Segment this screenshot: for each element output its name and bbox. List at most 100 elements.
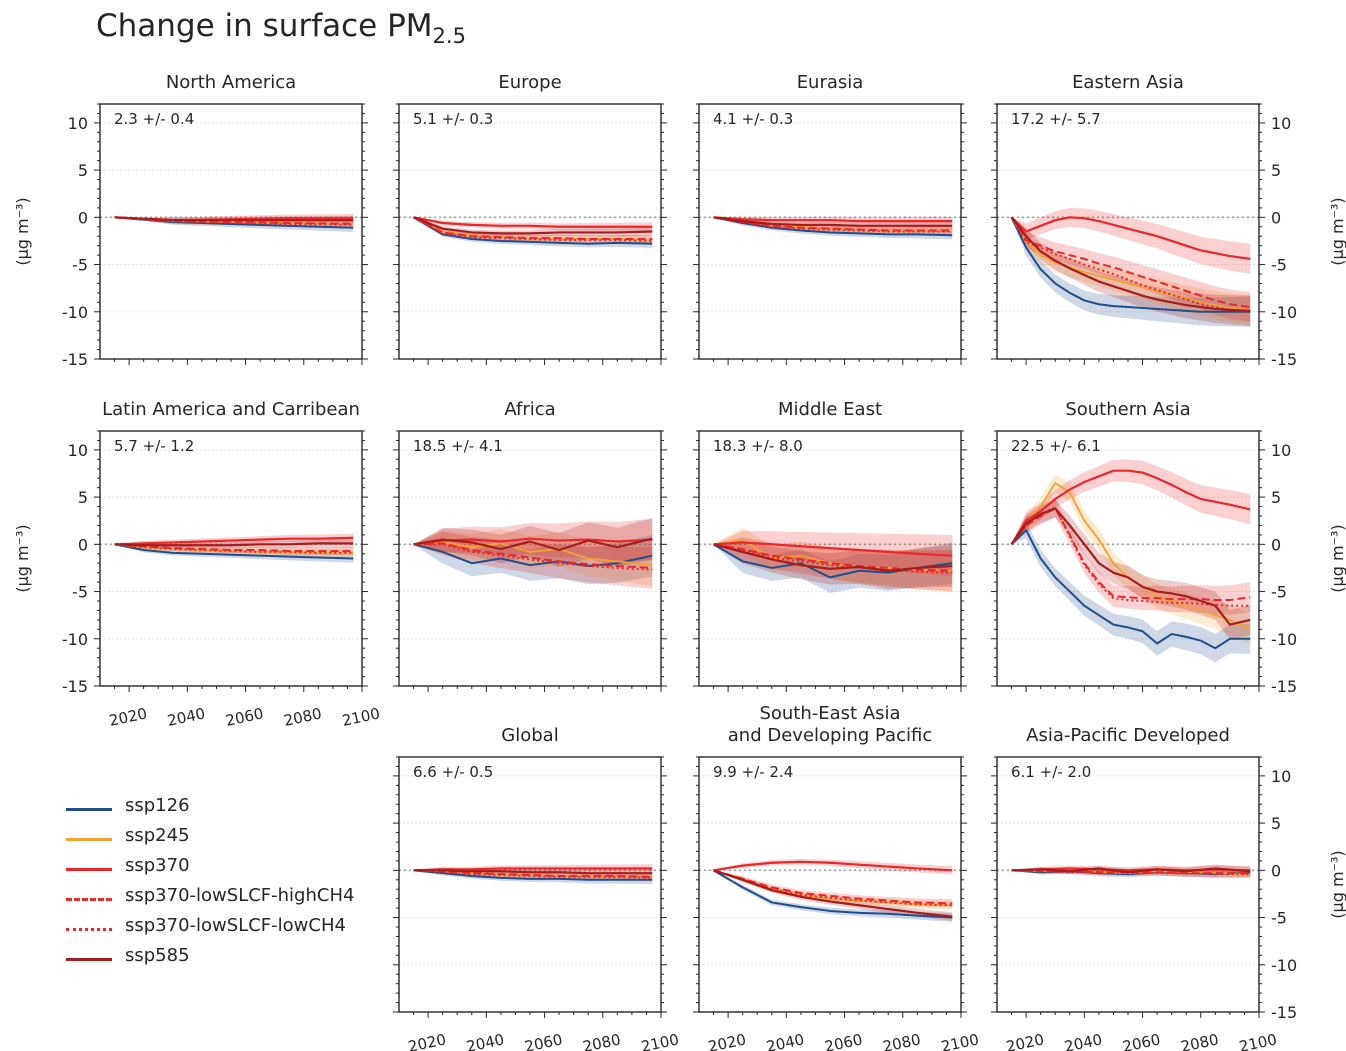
xtick-label: 2060 (224, 704, 265, 730)
band-ssp245 (1011, 473, 1251, 645)
panel-north-america: 10 5 0 -5 -10 -15 (µg m⁻³) North America 2.3 +/-… (13, 72, 368, 369)
ytick-label: 10 (1271, 767, 1291, 786)
y-axis-label: (µg m⁻³) (13, 197, 32, 265)
series-ssp585 (114, 542, 354, 547)
xtick-label: 2100 (1237, 1030, 1278, 1051)
ytick-label: -5 (1271, 583, 1287, 602)
series-ssp370 (1010, 216, 1251, 260)
series-ssp370-lowSLCF-lowCH4 (1010, 506, 1251, 607)
series-ssp126 (1010, 216, 1251, 313)
legend-label: ssp585 (125, 945, 190, 966)
panel-global: 2020 2040 2060 2080 2100 Global 6.6 +/- 0.5 (393, 725, 681, 1051)
series-ssp370 (713, 216, 953, 223)
series-ssp370 (713, 860, 953, 872)
panel-asia-pacific-developed: 10 5 0 -5 -10 -15 (µg m⁻³) 2020 2040 2060 2080 2100… (991, 725, 1346, 1051)
series-ssp126 (413, 216, 653, 245)
series-ssp126 (713, 869, 953, 919)
series-ssp370 (413, 867, 653, 872)
ytick-label: -15 (62, 677, 88, 696)
panel-annotation: 17.2 +/- 5.7 (1011, 110, 1101, 128)
figure-title-text: Change in surface PM (96, 8, 433, 44)
ytick-label: -10 (62, 630, 88, 649)
xtick-label: 2080 (881, 1030, 922, 1051)
band-ssp370 (713, 858, 953, 875)
ytick-label: -5 (72, 583, 88, 602)
ytick-label: 5 (1271, 814, 1281, 833)
panel-annotation: 6.6 +/- 0.5 (413, 763, 493, 781)
panel-annotation: 5.7 +/- 1.2 (114, 437, 194, 455)
ytick-label: -10 (62, 303, 88, 322)
panel-annotation: 2.3 +/- 0.4 (114, 110, 194, 128)
series-ssp126 (713, 216, 953, 237)
xtick-label: 2040 (465, 1030, 506, 1051)
xtick-label: 2060 (523, 1030, 564, 1051)
ytick-label: 10 (68, 441, 88, 460)
series-ssp370-lowSLCF-highCH4 (413, 542, 653, 569)
y-axis-label: (µg m⁻³) (1328, 524, 1346, 592)
panel-title: Latin America and Carribean (102, 399, 360, 420)
series-ssp585 (413, 216, 653, 235)
legend-swatch (66, 958, 112, 961)
ytick-label: -15 (1271, 350, 1297, 369)
series-ssp585 (713, 869, 953, 918)
ytick-label: -15 (62, 350, 88, 369)
ytick-label: 10 (1271, 114, 1291, 133)
legend-label: ssp126 (125, 795, 190, 816)
panel-title: and Developing Pacific (728, 725, 932, 746)
series-ssp370 (1010, 469, 1251, 545)
panel-title: North America (166, 72, 296, 93)
series-ssp585 (713, 216, 953, 227)
panel-title: Southern Asia (1065, 399, 1190, 420)
series-ssp370-lowSLCF-highCH4 (413, 869, 653, 878)
legend-swatch (66, 808, 112, 811)
xtick-label: 2080 (581, 1030, 622, 1051)
panel-annotation: 4.1 +/- 0.3 (713, 110, 793, 128)
xtick-label: 2040 (1063, 1030, 1104, 1051)
axes-frame (398, 756, 662, 1013)
band-ssp370 (1011, 207, 1251, 274)
y-axis-label: (µg m⁻³) (1328, 850, 1346, 918)
xtick-label: 2100 (639, 1030, 680, 1051)
ytick-label: -10 (1271, 303, 1297, 322)
panel-annotation: 5.1 +/- 0.3 (413, 110, 493, 128)
ytick-label: -15 (1271, 1003, 1297, 1022)
ytick-label: -5 (1271, 256, 1287, 275)
xtick-label: 2060 (1121, 1030, 1162, 1051)
series-ssp585 (114, 216, 354, 222)
axes-frame (996, 756, 1260, 1013)
panel-middle-east: Middle East 18.3 +/- 8.0 (693, 399, 967, 692)
figure-title-subscript: 2.5 (432, 24, 466, 49)
ytick-label: -5 (1271, 909, 1287, 928)
band-ssp585 (713, 870, 953, 921)
xtick-label: 2020 (108, 704, 149, 730)
series-ssp126 (114, 543, 354, 560)
band-ssp585 (1011, 499, 1251, 640)
legend-swatch (66, 868, 112, 871)
panel-title: Middle East (778, 399, 882, 420)
series-ssp370-lowSLCF-lowCH4 (114, 216, 354, 226)
series-ssp370-lowSLCF-highCH4 (1011, 869, 1251, 875)
band-ssp245 (713, 870, 953, 910)
ytick-label: -10 (1271, 630, 1297, 649)
band-ssp126 (413, 217, 653, 249)
y-axis-label: (µg m⁻³) (1328, 197, 1346, 265)
series-ssp370 (114, 536, 354, 546)
band-ssp245 (413, 217, 653, 245)
band-ssp126 (114, 544, 354, 563)
legend-label: ssp370-lowSLCF-lowCH4 (125, 915, 346, 936)
xtick-label: 2080 (282, 704, 323, 730)
series-ssp370-lowSLCF-highCH4 (713, 216, 953, 232)
ytick-label: 5 (78, 488, 88, 507)
series-ssp370-lowSLCF-lowCH4 (713, 543, 953, 574)
series-ssp370-lowSLCF-highCH4 (713, 869, 953, 905)
series-ssp370 (713, 541, 953, 557)
panel-latin-america-and-carribean: 10 5 0 -5 -10 -15 (µg m⁻³) 2020 2040 2060 2080 2100… (13, 399, 382, 730)
band-ssp245 (713, 527, 953, 592)
panel-title: Eastern Asia (1072, 72, 1184, 93)
series-ssp585 (1011, 867, 1251, 874)
ytick-label: 0 (1271, 535, 1281, 554)
